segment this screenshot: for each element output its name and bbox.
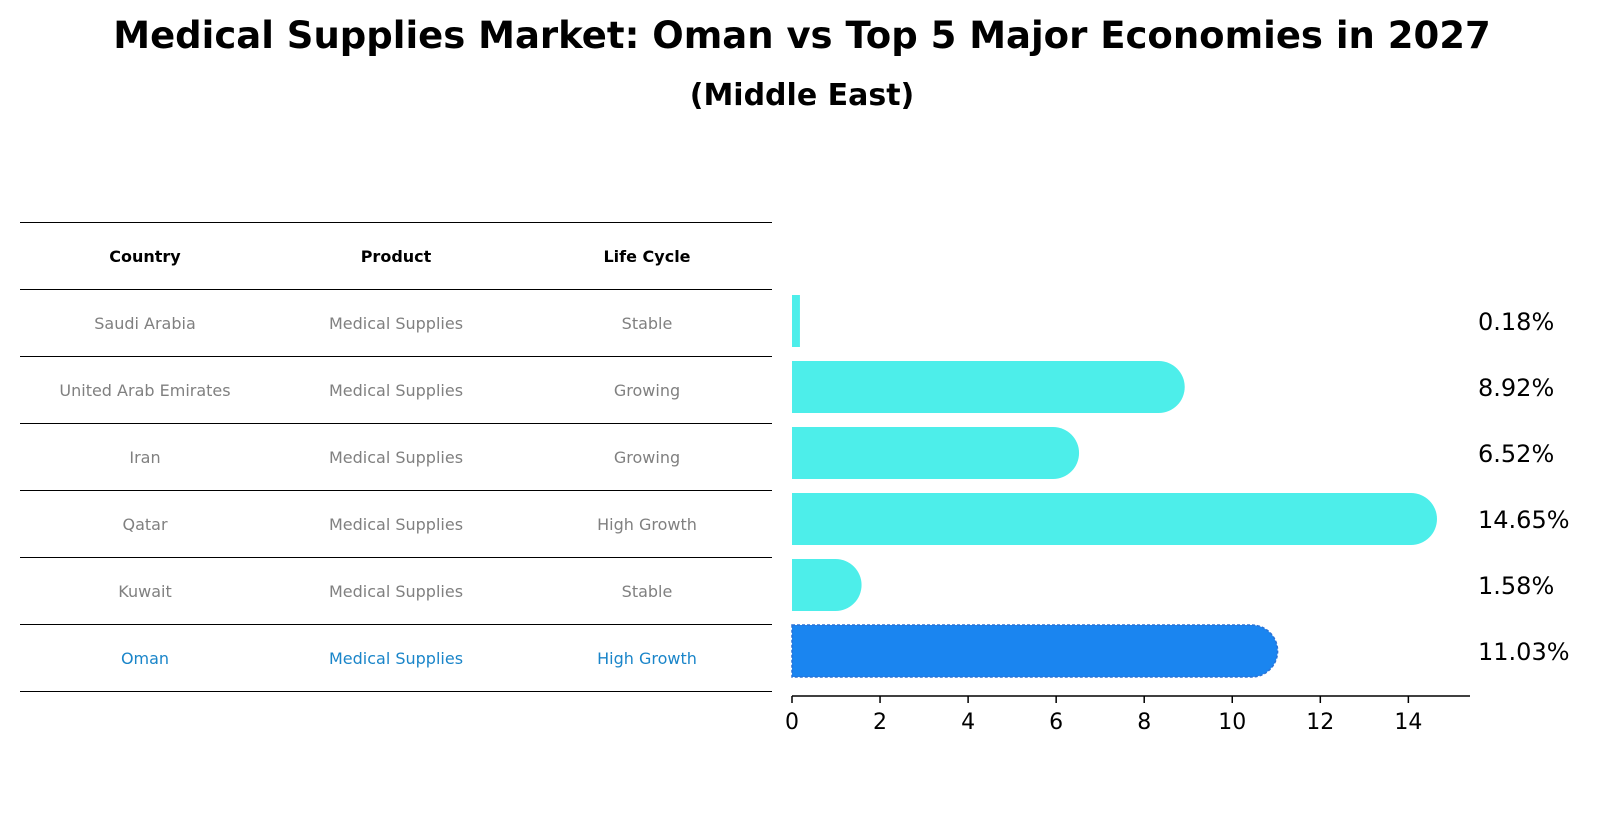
header-product: Product [360, 246, 432, 266]
data-label: 14.65% [1478, 506, 1570, 534]
cell-country: United Arab Emirates [59, 380, 231, 400]
data-label: 0.18% [1478, 308, 1554, 336]
cell-life-cycle: Growing [613, 380, 681, 400]
cell-product: Medical Supplies [328, 581, 464, 601]
cell-country: Kuwait [118, 581, 172, 601]
data-label: 8.92% [1478, 374, 1554, 402]
x-tick-label: 8 [1137, 710, 1151, 735]
table-row: Qatar Medical Supplies High Growth [20, 490, 772, 557]
x-tick-label: 2 [873, 710, 887, 735]
bar [792, 361, 1185, 413]
x-tick-label: 6 [1049, 710, 1063, 735]
x-tick-label: 12 [1306, 710, 1334, 735]
cell-country: Saudi Arabia [94, 313, 196, 333]
bar-highlight-outline [791, 624, 1279, 678]
table-header-row: Country Product Life Cycle [20, 222, 772, 289]
cell-country: Iran [129, 447, 161, 467]
bar [792, 493, 1437, 545]
table-row-highlight: Oman Medical Supplies High Growth [20, 624, 772, 692]
cell-product: Medical Supplies [328, 380, 464, 400]
table-row: Saudi Arabia Medical Supplies Stable [20, 289, 772, 356]
cell-country: Oman [120, 648, 170, 668]
table-row: Iran Medical Supplies Growing [20, 423, 772, 490]
bar [792, 295, 800, 347]
cell-product: Medical Supplies [328, 514, 464, 534]
x-tick-label: 14 [1394, 710, 1422, 735]
cell-life-cycle: Growing [613, 447, 681, 467]
cell-life-cycle: High Growth [597, 648, 697, 668]
cell-life-cycle: Stable [621, 313, 673, 333]
cell-life-cycle: Stable [621, 581, 673, 601]
chart-subtitle: (Middle East) [689, 78, 915, 113]
data-label: 11.03% [1478, 638, 1570, 666]
bar-highlight [792, 625, 1278, 677]
x-tick-label: 0 [785, 710, 799, 735]
table-row: United Arab Emirates Medical Supplies Gr… [20, 356, 772, 423]
data-table: Country Product Life Cycle Saudi Arabia … [20, 222, 772, 692]
header-life-cycle: Life Cycle [603, 246, 691, 266]
bar [792, 427, 1080, 479]
cell-country: Qatar [122, 514, 168, 534]
x-tick-label: 4 [961, 710, 975, 735]
data-label: 1.58% [1478, 572, 1554, 600]
data-label: 6.52% [1478, 440, 1554, 468]
chart-title: Medical Supplies Market: Oman vs Top 5 M… [113, 14, 1491, 57]
cell-product: Medical Supplies [328, 447, 464, 467]
table-row: Kuwait Medical Supplies Stable [20, 557, 772, 624]
bar [792, 559, 862, 611]
cell-product: Medical Supplies [328, 648, 464, 668]
x-tick-label: 10 [1218, 710, 1246, 735]
header-country: Country [109, 246, 181, 266]
cell-life-cycle: High Growth [597, 514, 697, 534]
cell-product: Medical Supplies [328, 313, 464, 333]
